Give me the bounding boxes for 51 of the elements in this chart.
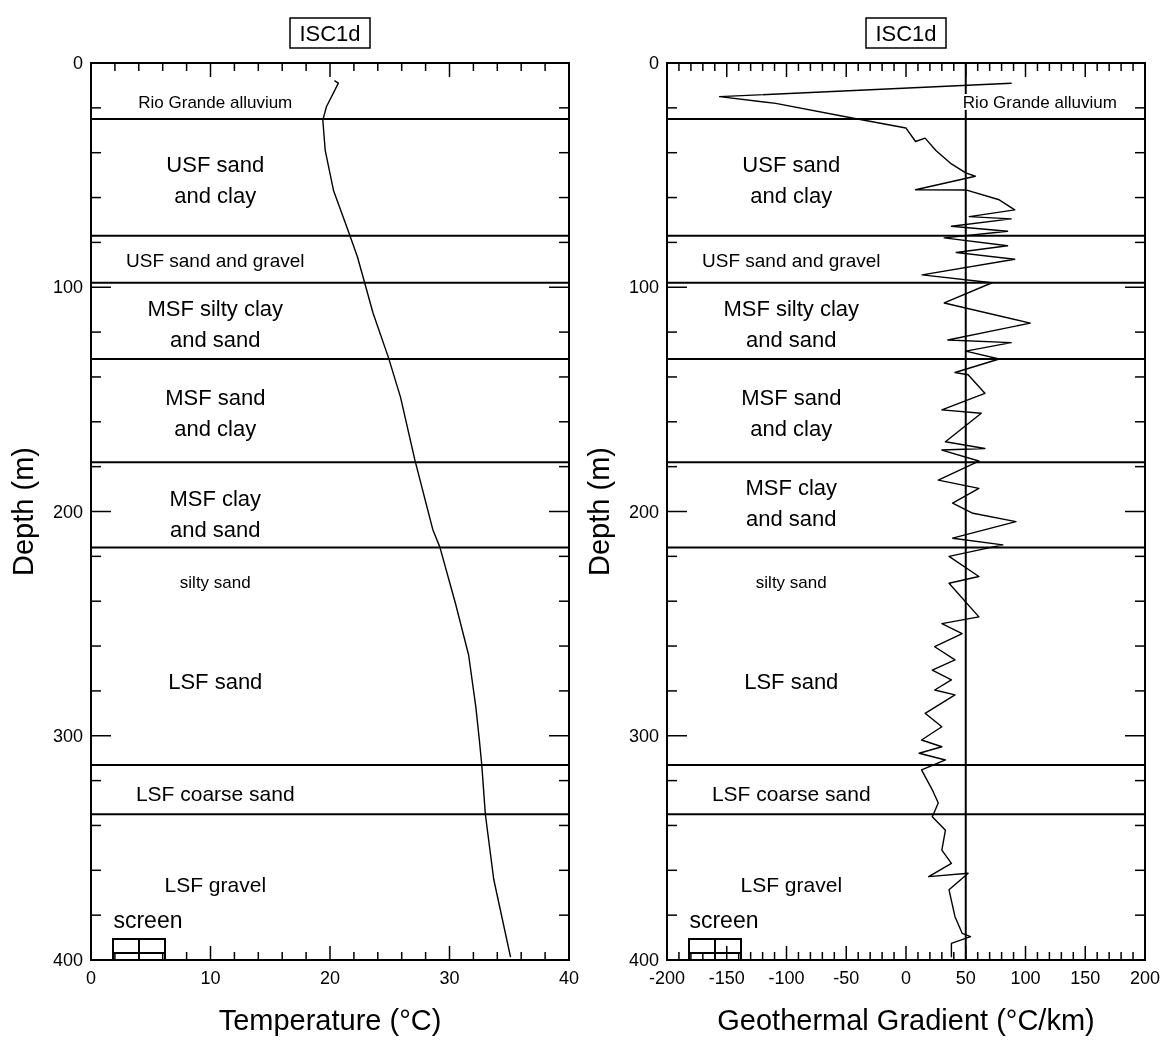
annotation: screen — [689, 906, 759, 933]
annotation: silty sand — [179, 572, 251, 592]
annotation: MSF sand and clay — [165, 385, 266, 442]
y-tick-label: 300 — [628, 725, 659, 746]
annotation: USF sand and clay — [166, 152, 265, 209]
x-tick-label: 20 — [319, 968, 341, 988]
x-axis-title: Temperature (°C) — [218, 1004, 442, 1036]
annotation: silty sand — [755, 572, 827, 592]
annotation: MSF sand and clay — [741, 385, 842, 442]
y-tick-label: 0 — [648, 53, 659, 73]
x-tick-label: 10 — [200, 968, 221, 988]
annotation: screen — [113, 906, 183, 933]
x-axis-title: Geothermal Gradient (°C/km) — [717, 1004, 1095, 1036]
y-tick-label: 400 — [628, 950, 659, 970]
x-tick-label: 0 — [85, 968, 97, 988]
annotation: LSF coarse sand — [711, 781, 871, 805]
y-tick-label: 200 — [52, 501, 83, 522]
x-tick-label: 150 — [1070, 968, 1101, 988]
x-tick-label: 0 — [900, 968, 912, 988]
annotation: LSF gravel — [740, 873, 843, 897]
y-tick-label: 300 — [52, 725, 83, 746]
annotation: MSF silty clay and sand — [147, 295, 284, 352]
y-tick-label: 400 — [52, 950, 83, 970]
annotation: Rio Grande alluvium — [138, 93, 293, 113]
y-tick-label: 200 — [628, 501, 659, 522]
x-tick-label: 50 — [955, 968, 976, 988]
chart-title: ISC1d — [875, 21, 937, 46]
annotation: MSF clay and sand — [745, 474, 838, 531]
annotation: MSF clay and sand — [169, 486, 262, 543]
annotation: USF sand and gravel — [702, 250, 881, 272]
x-tick-label: 200 — [1129, 968, 1161, 988]
x-tick-label: -100 — [768, 968, 805, 988]
y-tick-label: 100 — [52, 277, 83, 298]
annotation: LSF coarse sand — [135, 781, 295, 805]
annotation: USF sand and gravel — [126, 250, 305, 272]
chart-title: ISC1d — [299, 21, 361, 46]
x-tick-label: -200 — [648, 968, 686, 988]
annotation: USF sand and clay — [742, 152, 841, 209]
x-tick-label: 30 — [439, 968, 460, 988]
x-tick-label: 40 — [558, 968, 580, 988]
x-tick-label: -150 — [708, 968, 745, 988]
x-tick-label: 100 — [1010, 968, 1041, 988]
annotation: LSF sand — [168, 668, 263, 694]
x-tick-label: -50 — [833, 968, 860, 988]
y-tick-label: 100 — [628, 277, 659, 298]
y-axis-title: Depth (m) — [7, 447, 39, 576]
annotation: LSF gravel — [164, 873, 267, 897]
annotation: LSF sand — [744, 668, 839, 694]
y-axis-title: Depth (m) — [583, 447, 615, 576]
y-tick-label: 0 — [72, 53, 83, 73]
annotation: MSF silty clay and sand — [723, 295, 860, 352]
